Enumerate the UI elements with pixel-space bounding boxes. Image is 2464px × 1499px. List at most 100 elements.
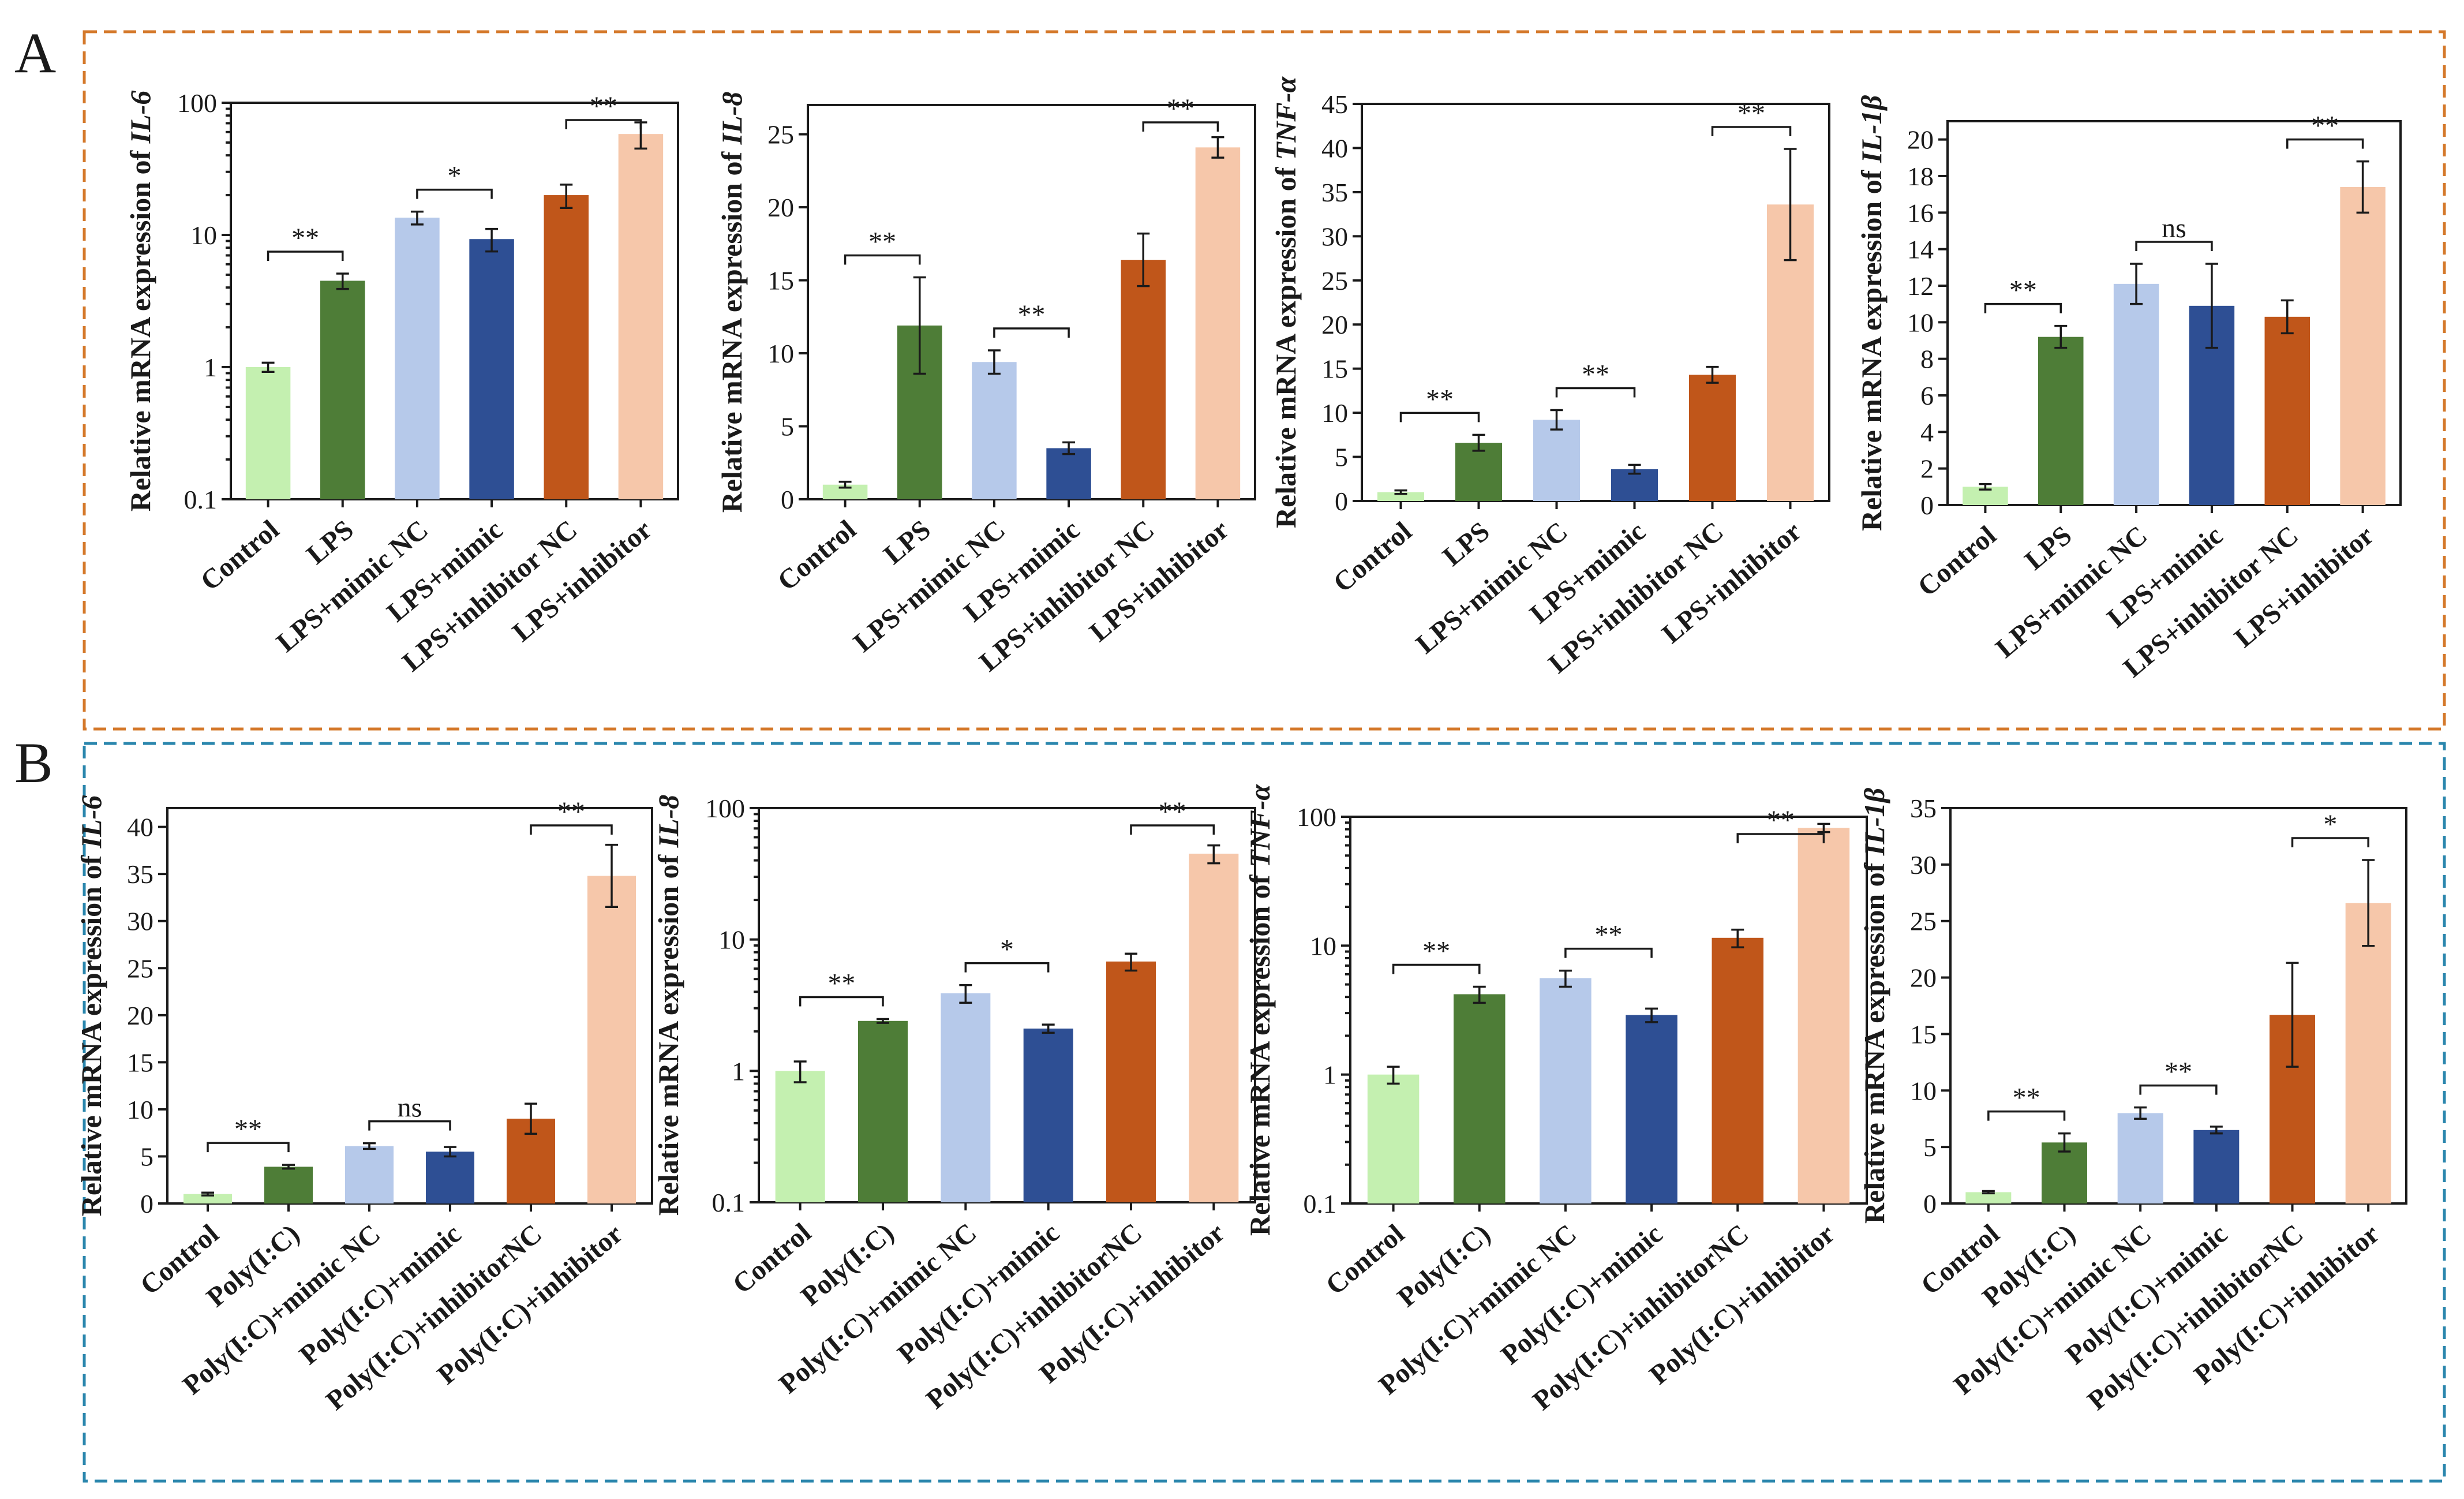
y-axis-label: Relative mRNA expression of IL-1β (1855, 95, 1888, 532)
bar (1965, 1192, 2012, 1203)
error-bar (987, 349, 1001, 375)
axes-frame (1361, 103, 1830, 502)
error-bar (201, 1191, 214, 1197)
significance-label: ** (827, 969, 855, 999)
y-axis-label: Relative mRNA expression of IL-6 (124, 91, 156, 512)
error-bar (2130, 263, 2143, 305)
y-tick-label: 1 (204, 353, 217, 382)
y-tick-label: 2 (1920, 454, 1934, 484)
chart-a-1: 0.1 1 10 100 Relative mRNA expression of IL-… (124, 88, 679, 678)
y-axis-label-prefix: Relative mRNA expression of (652, 847, 684, 1216)
bar (1455, 443, 1502, 501)
y-axis-label: Relative mRNA expression of IL-8 (652, 795, 684, 1216)
chart-b-4: 0 5 10 15 20 25 30 35 Relative mRNA expression o… (1858, 788, 2407, 1416)
y-tick-label: 0 (1923, 1189, 1937, 1218)
significance-label: ** (1426, 384, 1454, 414)
bar (2340, 187, 2386, 505)
bar (775, 1071, 825, 1202)
y-tick-label: 30 (1321, 222, 1348, 251)
y-tick-label: 25 (127, 954, 153, 983)
significance-bracket (1399, 412, 1480, 423)
bar (2345, 903, 2391, 1203)
significance-bracket (2291, 837, 2369, 848)
axes-frame (807, 104, 1256, 500)
bar (2264, 316, 2310, 505)
y-tick-label: 0.1 (1304, 1189, 1337, 1218)
y-tick-label: 18 (1907, 162, 1934, 191)
y-axis-label-gene: TNF-α (1244, 784, 1276, 868)
panel-label-a: A (14, 21, 56, 85)
y-axis-label: Relative mRNA expression of IL-1β (1858, 788, 1890, 1224)
y-tick-label: 0 (1920, 491, 1934, 520)
y-tick-label: 35 (1910, 794, 1937, 823)
error-bar (1706, 365, 1719, 384)
y-axis-label-gene: IL-1β (1855, 95, 1888, 164)
significance-label: ** (1018, 300, 1046, 330)
error-bar (1472, 433, 1485, 452)
error-bar (793, 1060, 807, 1083)
bar (2193, 1130, 2240, 1203)
significance-bracket (565, 119, 642, 129)
y-tick-label: 10 (1907, 308, 1934, 337)
error-bar (560, 184, 573, 210)
error-bar (525, 1102, 537, 1135)
significance-bracket (2139, 1084, 2218, 1095)
y-tick-label: 25 (1321, 266, 1348, 296)
y-tick-label: 10 (1310, 931, 1336, 960)
chart-b-1: 0 5 10 15 20 25 30 35 40 Relative mRNA expression… (75, 795, 653, 1416)
significance-bracket (267, 251, 344, 261)
significance-label: * (2323, 809, 2337, 840)
error-bar (2280, 299, 2294, 335)
y-tick-label: 12 (1907, 271, 1934, 301)
chart-a-2: 0 5 10 15 20 25 Relative mRNA expression of IL… (716, 92, 1256, 678)
bar (587, 876, 636, 1203)
significance-label: * (448, 161, 462, 192)
error-bar (1394, 489, 1407, 495)
error-bar (2058, 1132, 2071, 1153)
y-axis-label-prefix: Relative mRNA expression of (124, 143, 156, 511)
y-tick-label: 15 (1321, 354, 1348, 384)
y-tick-label: 100 (705, 794, 745, 823)
error-bar (2362, 859, 2375, 947)
error-bar (1982, 1190, 1995, 1195)
y-tick-label: 1 (732, 1056, 745, 1086)
significance-label: ns (2162, 213, 2186, 244)
significance-bracket (1984, 302, 2062, 313)
y-tick-label: 35 (127, 859, 153, 889)
error-bar (1550, 409, 1563, 431)
y-tick-label: 1 (1323, 1060, 1336, 1090)
significance-bracket (368, 1120, 451, 1131)
bar (858, 1020, 908, 1202)
error-bar (410, 210, 424, 226)
significance-bracket (1987, 1110, 2066, 1121)
bar (972, 362, 1017, 499)
significance-label: ** (1422, 936, 1450, 967)
y-tick-label: 0.1 (184, 485, 218, 514)
bar (1626, 1015, 1677, 1203)
y-tick-label: 15 (767, 266, 794, 296)
y-tick-label: 10 (127, 1095, 153, 1124)
y-axis-label-prefix: Relative mRNA expression of (1855, 163, 1888, 531)
error-bar (959, 984, 972, 1004)
significance-bracket (799, 996, 884, 1007)
chart-a-4: 0 2 4 6 8 10 12 14 16 18 20 Relative mRNA expressio… (1855, 95, 2402, 683)
significance-bracket (2135, 241, 2213, 251)
bar (1106, 961, 1156, 1202)
significance-label: ** (557, 797, 585, 827)
bar (264, 1167, 313, 1203)
bar (320, 281, 365, 499)
y-tick-label: 20 (127, 1001, 153, 1030)
significance-bracket (1564, 947, 1653, 958)
y-tick-label: 10 (190, 220, 217, 250)
bar (1533, 420, 1580, 501)
error-bar (2286, 962, 2299, 1068)
significance-label: ** (590, 91, 617, 122)
significance-label: ** (2013, 1083, 2040, 1113)
y-axis-label-prefix: Relative mRNA expression of (75, 848, 107, 1216)
significance-label: ns (398, 1093, 422, 1123)
bar (1189, 853, 1239, 1202)
category-label: Control (1328, 516, 1418, 599)
significance-bracket (416, 188, 493, 199)
y-axis-label-gene: IL-8 (716, 92, 748, 145)
bar (941, 993, 991, 1202)
